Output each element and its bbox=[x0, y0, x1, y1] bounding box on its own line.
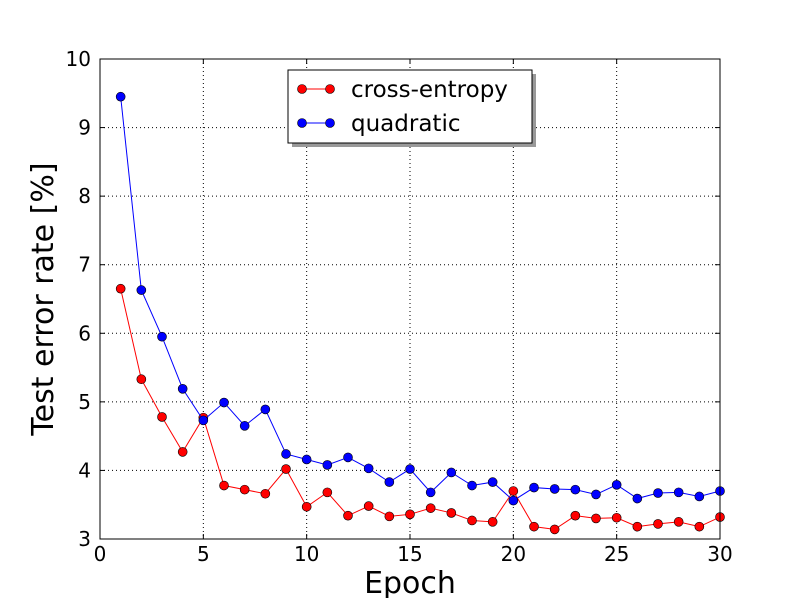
data-point bbox=[136, 285, 147, 295]
data-point bbox=[467, 480, 477, 491]
y-tick-label: 8 bbox=[78, 184, 91, 208]
x-tick-label: 25 bbox=[604, 542, 629, 566]
data-point bbox=[653, 488, 663, 498]
data-point bbox=[529, 521, 539, 532]
data-point bbox=[219, 397, 229, 408]
y-axis-label: Test error rate [%] bbox=[26, 162, 61, 436]
data-point bbox=[446, 508, 457, 518]
data-point bbox=[611, 480, 622, 490]
axis-ticks: 0 5 10 15 20 25 30 3 4 5 6 7 8 9 10 bbox=[66, 47, 733, 566]
data-point bbox=[157, 331, 167, 342]
data-point bbox=[281, 464, 291, 474]
data-point bbox=[570, 510, 581, 521]
data-point bbox=[363, 501, 374, 511]
data-point bbox=[529, 482, 539, 493]
data-point bbox=[301, 454, 312, 465]
data-point bbox=[549, 524, 560, 535]
data-point bbox=[632, 493, 643, 504]
y-tick-label: 10 bbox=[66, 47, 91, 71]
data-point bbox=[384, 511, 395, 522]
legend-item-quadratic: quadratic bbox=[297, 111, 460, 137]
data-point bbox=[198, 415, 209, 426]
x-axis-label: Epoch bbox=[364, 566, 456, 598]
data-point bbox=[467, 515, 477, 526]
x-tick-label: 20 bbox=[501, 542, 526, 566]
data-point bbox=[549, 484, 560, 494]
data-point bbox=[487, 517, 498, 527]
legend: cross-entropy quadratic bbox=[287, 69, 536, 147]
data-point bbox=[219, 480, 229, 491]
data-point bbox=[673, 487, 684, 498]
data-point bbox=[301, 501, 312, 512]
data-point bbox=[446, 467, 457, 478]
legend-item-cross-entropy: cross-entropy bbox=[297, 77, 508, 103]
data-point bbox=[343, 452, 353, 463]
data-point bbox=[591, 489, 601, 500]
legend-marker bbox=[325, 84, 335, 94]
y-tick-label: 5 bbox=[78, 390, 91, 414]
data-point bbox=[115, 283, 126, 294]
data-point bbox=[260, 404, 271, 415]
data-point bbox=[136, 374, 147, 385]
data-point bbox=[239, 484, 250, 495]
x-tick-label: 10 bbox=[294, 542, 319, 566]
data-point bbox=[157, 412, 167, 422]
data-point bbox=[611, 512, 622, 523]
data-point bbox=[405, 464, 415, 474]
legend-marker bbox=[325, 118, 335, 128]
x-tick-label: 15 bbox=[397, 542, 422, 566]
data-point bbox=[425, 503, 436, 513]
y-tick-label: 4 bbox=[78, 458, 91, 482]
data-point bbox=[384, 477, 395, 487]
data-point bbox=[405, 509, 415, 520]
series-quadratic bbox=[115, 91, 725, 506]
legend-marker bbox=[297, 118, 307, 128]
data-point bbox=[694, 521, 705, 532]
data-point bbox=[322, 487, 333, 498]
data-point bbox=[115, 91, 126, 102]
data-point bbox=[487, 477, 498, 487]
data-point bbox=[239, 421, 250, 431]
data-point bbox=[343, 510, 353, 521]
x-tick-label: 5 bbox=[197, 542, 210, 566]
y-tick-label: 6 bbox=[78, 321, 91, 345]
data-point bbox=[363, 463, 374, 474]
data-point bbox=[425, 487, 436, 498]
data-point bbox=[694, 491, 705, 502]
data-point bbox=[673, 517, 684, 527]
data-point bbox=[591, 513, 601, 524]
data-point bbox=[322, 460, 333, 470]
data-point bbox=[177, 447, 188, 457]
legend-label-cross-entropy: cross-entropy bbox=[351, 77, 508, 103]
series-group bbox=[115, 91, 725, 535]
legend-box bbox=[287, 69, 533, 144]
data-point bbox=[281, 449, 291, 459]
data-point bbox=[508, 486, 519, 496]
y-tick-label: 7 bbox=[78, 253, 91, 277]
legend-label-quadratic: quadratic bbox=[351, 111, 460, 137]
legend-marker bbox=[297, 84, 307, 94]
data-point bbox=[177, 384, 188, 394]
data-point bbox=[260, 488, 271, 499]
x-tick-label: 30 bbox=[707, 542, 732, 566]
data-point bbox=[632, 521, 643, 532]
y-tick-label: 9 bbox=[78, 116, 91, 140]
data-point bbox=[508, 495, 519, 506]
data-point bbox=[653, 519, 663, 529]
data-point bbox=[570, 484, 581, 495]
x-tick-label: 0 bbox=[94, 542, 107, 566]
y-tick-label: 3 bbox=[78, 527, 91, 551]
